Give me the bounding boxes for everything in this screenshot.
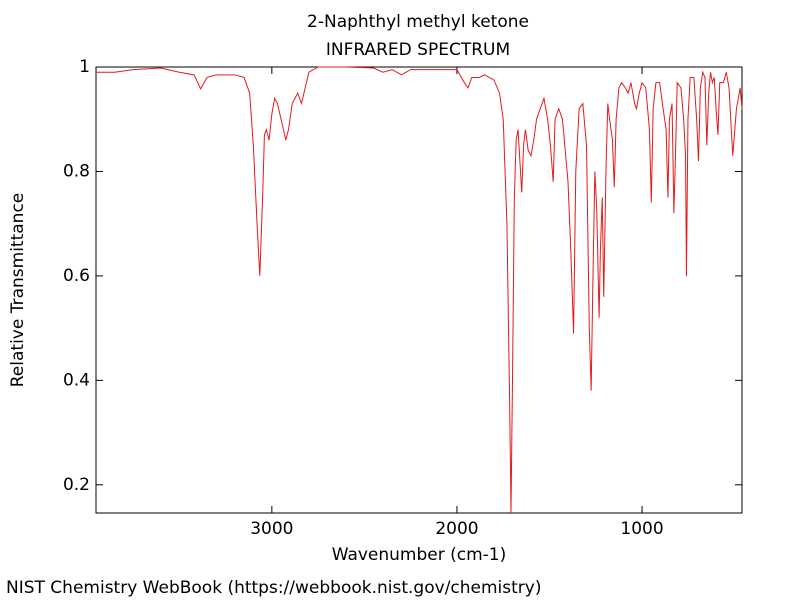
y-tick-label: 0.2 [63, 475, 90, 495]
y-tick-label: 1 [79, 57, 90, 77]
y-axis-label: Relative Transmittance [8, 193, 28, 388]
x-tick-label: 1000 [620, 519, 663, 539]
y-tick-label: 0.6 [63, 266, 90, 286]
y-tick-label: 0.4 [63, 370, 90, 390]
plot-frame [95, 66, 743, 514]
chart-title: 2-Naphthyl methyl ketone [307, 12, 529, 32]
x-tick-label: 2000 [435, 519, 478, 539]
chart-subtitle: INFRARED SPECTRUM [326, 40, 510, 60]
x-axis-label: Wavenumber (cm-1) [332, 545, 507, 565]
y-tick-label: 0.8 [63, 161, 90, 181]
spectrum-line [96, 66, 743, 514]
x-tick-label: 3000 [250, 519, 293, 539]
footer: NIST Chemistry WebBook (https://webbook.… [6, 578, 541, 598]
